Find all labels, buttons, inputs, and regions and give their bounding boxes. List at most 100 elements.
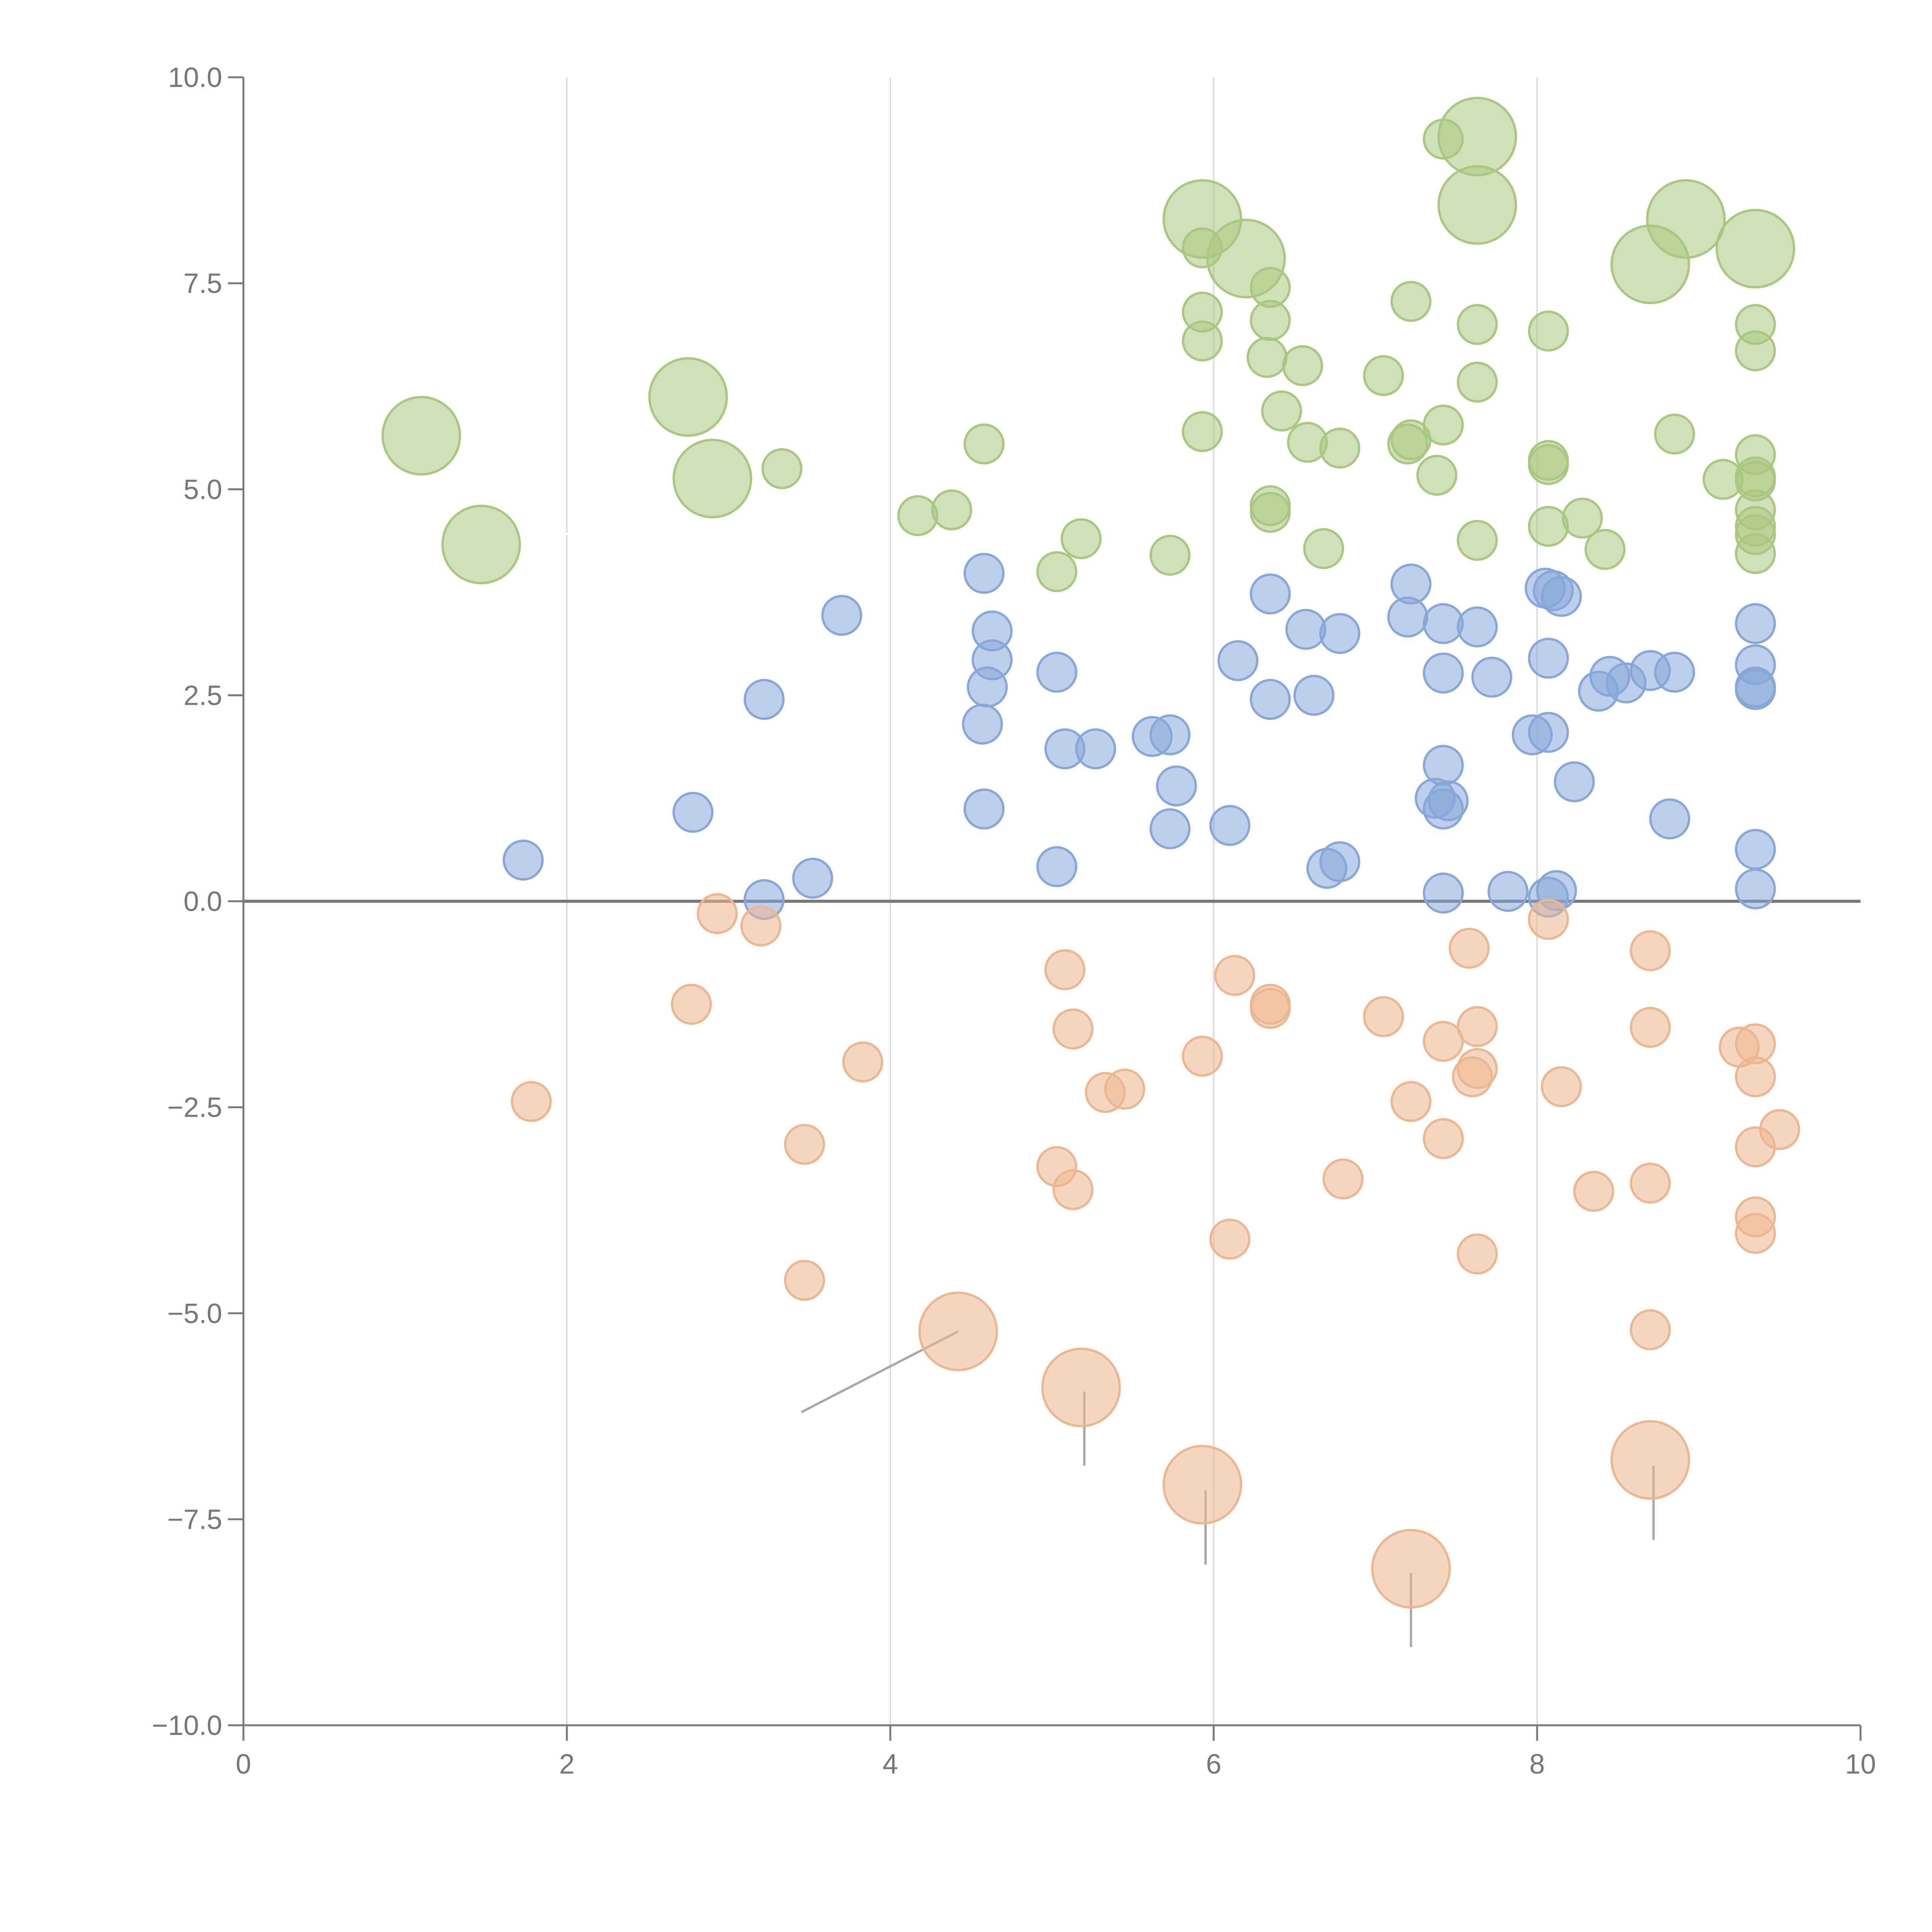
x-tick-label: 0: [236, 1749, 251, 1780]
data-point-positive-high: [1437, 165, 1517, 245]
data-point-positive-low: [821, 595, 862, 636]
data-point-positive-high: [441, 505, 521, 585]
data-point-positive-low: [967, 667, 1008, 708]
y-tick-label: −2.5: [167, 1092, 222, 1123]
data-point-positive-high: [1528, 444, 1569, 485]
data-point-positive-high: [1735, 533, 1776, 574]
data-point-positive-low: [743, 679, 785, 720]
data-point-positive-high: [1528, 310, 1569, 352]
data-point-positive-high: [897, 495, 939, 536]
data-point-positive-high: [381, 396, 461, 476]
data-point-negative: [1541, 1066, 1582, 1107]
data-point-positive-high: [1060, 518, 1102, 560]
y-tick-label: 7.5: [184, 268, 222, 299]
y-tick-label: 5.0: [184, 474, 222, 505]
data-point-positive-high: [1261, 390, 1302, 432]
data-point-positive-high: [1457, 362, 1498, 403]
data-point-positive-high: [1654, 413, 1695, 455]
data-point-positive-high: [1250, 300, 1291, 341]
data-point-negative: [1629, 1162, 1671, 1204]
data-point-negative: [1052, 1169, 1094, 1210]
data-point-positive-low: [1735, 868, 1776, 910]
y-tick-label: 0.0: [184, 886, 222, 917]
data-point-positive-high: [931, 489, 973, 531]
data-point-negative: [697, 893, 738, 934]
data-point-positive-high: [1319, 427, 1361, 469]
data-point-positive-high: [1182, 320, 1223, 362]
data-point-positive-low: [1319, 841, 1361, 883]
data-point-negative: [1214, 955, 1255, 996]
data-point-positive-high: [1735, 330, 1776, 371]
data-point-negative: [1759, 1109, 1800, 1150]
data-point-positive-low: [1250, 679, 1291, 720]
data-point-positive-low: [1423, 652, 1464, 694]
x-tick-label: 10: [1845, 1749, 1876, 1780]
data-point-negative: [1629, 930, 1671, 971]
data-point-negative: [1363, 996, 1404, 1037]
data-point-positive-high: [1303, 528, 1344, 569]
data-point-positive-high: [1715, 209, 1795, 289]
data-point-positive-low: [1735, 669, 1776, 710]
data-point-positive-high: [1416, 454, 1458, 496]
data-point-positive-low: [1528, 638, 1569, 679]
data-point-positive-low: [1390, 563, 1432, 605]
data-point-positive-low: [1528, 712, 1569, 753]
data-point-positive-low: [1075, 728, 1116, 769]
data-point-negative: [1052, 1009, 1094, 1050]
data-point-positive-low: [1735, 829, 1776, 870]
data-point-positive-low: [1423, 788, 1464, 830]
data-point-positive-high: [1150, 534, 1191, 576]
data-point-negative: [918, 1291, 998, 1371]
data-point-positive-low: [1423, 603, 1464, 644]
data-point-positive-high: [1584, 529, 1626, 570]
y-tick-label: −10.0: [152, 1710, 222, 1741]
data-point-negative: [1452, 1056, 1493, 1097]
data-point-positive-high: [1247, 337, 1288, 378]
data-point-positive-low: [1150, 808, 1191, 849]
data-point-positive-low: [1649, 798, 1690, 840]
data-point-positive-high: [1528, 506, 1569, 547]
data-point-negative: [1528, 899, 1569, 940]
data-point-negative: [740, 905, 782, 947]
data-point-negative: [1423, 1021, 1464, 1062]
data-point-negative: [1629, 1309, 1671, 1350]
x-tick-label: 6: [1206, 1749, 1221, 1780]
data-point-positive-high: [1282, 345, 1323, 386]
data-point-negative: [784, 1260, 825, 1301]
data-point-positive-low: [1541, 576, 1582, 617]
y-tick-label: 2.5: [184, 680, 222, 711]
data-point-negative: [1457, 1006, 1498, 1047]
data-point-positive-low: [1423, 872, 1464, 914]
data-point-positive-low: [963, 553, 1005, 594]
data-point-positive-low: [1554, 761, 1595, 803]
x-tick-label: 8: [1529, 1749, 1545, 1780]
data-point-positive-high: [1457, 520, 1498, 561]
data-point-positive-low: [1471, 656, 1512, 698]
data-point-negative: [1629, 1007, 1671, 1048]
axes: [228, 76, 1862, 1741]
data-point-positive-low: [1250, 573, 1291, 615]
tick-labels: 10.0 7.5 5.0 2.5 0.0 −2.5 −5.0 −7.5 −10.0 0 2 4 6 8 10: [152, 62, 1876, 1780]
data-point-positive-high: [672, 439, 752, 519]
data-point-positive-low: [1319, 613, 1361, 654]
data-point-negative: [1322, 1158, 1364, 1200]
data-point-negative: [1044, 949, 1085, 990]
data-point-positive-high: [1182, 411, 1223, 452]
data-point-positive-low: [1209, 805, 1250, 846]
data-point-positive-high: [1390, 281, 1432, 322]
data-point-negative: [1735, 1213, 1776, 1254]
data-point-negative: [1250, 988, 1291, 1029]
data-point-positive-low: [1285, 609, 1327, 650]
data-point-positive-high: [1423, 404, 1464, 446]
data-point-positive-low: [1156, 765, 1197, 806]
data-point-positive-low: [1036, 846, 1078, 887]
data-point-negative: [842, 1041, 883, 1083]
y-tick-label: −7.5: [167, 1504, 222, 1535]
data-point-negative: [784, 1124, 825, 1165]
data-point-positive-low: [962, 704, 1003, 745]
data-point-negative: [1735, 1056, 1776, 1097]
data-point-positive-high: [1363, 355, 1404, 396]
data-point-positive-high: [1387, 423, 1429, 464]
data-points: [381, 97, 1800, 1609]
